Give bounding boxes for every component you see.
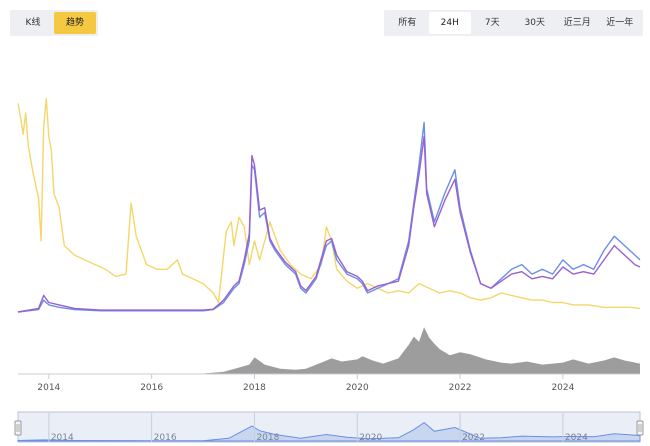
x-tick-label: 2020 [346, 383, 369, 393]
navigator-tick-label: 2020 [359, 433, 382, 443]
tab-trend[interactable]: 趋势 [54, 12, 96, 34]
series-line-yellow [17, 98, 641, 310]
navigator-tick-label: 2014 [51, 433, 74, 443]
x-tick-label: 2014 [37, 383, 60, 393]
navigator-tick-label: 2022 [462, 433, 485, 443]
range-navigator[interactable]: 2014 2016 2018 2020 2022 2024 [14, 411, 644, 443]
range-1y-button[interactable]: 近一年 [606, 18, 634, 28]
range-3m-button[interactable]: 近三月 [563, 18, 591, 28]
tab-kline[interactable]: K线 [25, 18, 41, 28]
x-axis: 2014 2016 2018 2020 2022 2024 [18, 373, 640, 393]
series-line-blue [17, 121, 641, 313]
volume-area [18, 327, 640, 374]
view-toggle: K线 趋势 [10, 10, 98, 36]
range-7d-button[interactable]: 7天 [484, 18, 500, 28]
x-tick-label: 2022 [449, 383, 472, 393]
volume-area-shape [18, 327, 640, 374]
x-tick-label: 2024 [551, 383, 574, 393]
navigator-tick-label: 2024 [565, 433, 588, 443]
navigator-tick-label: 2016 [154, 433, 177, 443]
navigator-left-handle[interactable] [14, 420, 22, 436]
x-tick-label: 2016 [140, 383, 163, 393]
navigator-tick-label: 2018 [256, 433, 279, 443]
series-line-purple [17, 135, 641, 313]
x-tick-label: 2018 [243, 383, 266, 393]
range-30d-button[interactable]: 30天 [524, 18, 545, 28]
navigator-series [17, 421, 641, 442]
navigator-right-handle[interactable] [636, 420, 644, 436]
series-lines [17, 98, 641, 313]
time-range-selector: 所有 24H 7天 30天 近三月 近一年 [384, 10, 643, 36]
range-24h-button[interactable]: 24H [428, 12, 471, 34]
range-all-button[interactable]: 所有 [398, 18, 417, 28]
